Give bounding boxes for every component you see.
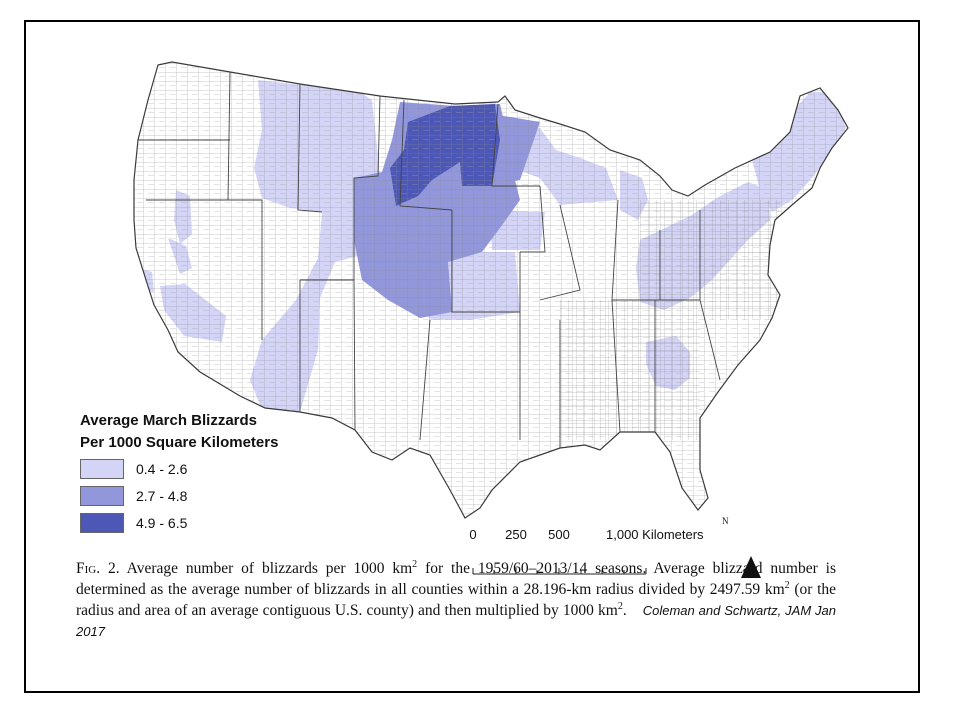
county-lines-dense	[560, 200, 780, 440]
north-arrow-icon	[741, 556, 761, 578]
caption-part3: (or the radius and area of an average co…	[76, 581, 837, 619]
legend-row: 2.7 - 4.8	[80, 484, 278, 508]
source-credit: Coleman and Schwartz, JAM Jan 2017	[76, 603, 836, 639]
legend-label: 0.4 - 2.6	[136, 461, 188, 477]
map-legend: Average March Blizzards Per 1000 Square …	[80, 410, 278, 535]
legend-swatch	[80, 513, 124, 533]
scale-bar: 0 250 500 1,000 Kilometers	[440, 527, 740, 577]
caption-part2: for the 1959/60–2013/14 seasons. Average…	[76, 560, 836, 598]
legend-swatch	[80, 486, 124, 506]
scale-label-0: 0	[469, 527, 477, 542]
legend-swatch	[80, 459, 124, 479]
north-arrow: N	[718, 516, 742, 566]
scale-label-500: 500	[548, 527, 570, 542]
legend-row: 4.9 - 6.5	[80, 511, 278, 535]
caption-fig-label: Fig. 2.	[76, 560, 120, 577]
north-label: N	[722, 516, 729, 526]
scale-bar-line	[472, 568, 647, 575]
caption-part1: Average number of blizzards per 1000 km	[119, 560, 413, 577]
legend-title-line1: Average March Blizzards	[80, 412, 258, 429]
scale-label-250: 250	[505, 527, 527, 542]
legend-label: 4.9 - 6.5	[136, 515, 188, 531]
caption-sup2: 2	[784, 579, 790, 591]
caption-sup1: 2	[412, 558, 418, 570]
legend-rows: 0.4 - 2.6 2.7 - 4.8 4.9 - 6.5	[80, 457, 278, 535]
blizzard-regions	[134, 62, 848, 518]
legend-row: 0.4 - 2.6	[80, 457, 278, 481]
legend-title-line2: Per 1000 Square Kilometers	[80, 434, 279, 451]
legend-label: 2.7 - 4.8	[136, 488, 188, 504]
caption-part4: .	[622, 602, 627, 619]
figure-caption: Fig. 2. Average number of blizzards per …	[76, 558, 836, 642]
scale-label-1000: 1,000 Kilometers	[606, 527, 704, 542]
state-boundaries	[138, 71, 721, 448]
caption-sup3: 2	[617, 600, 623, 612]
